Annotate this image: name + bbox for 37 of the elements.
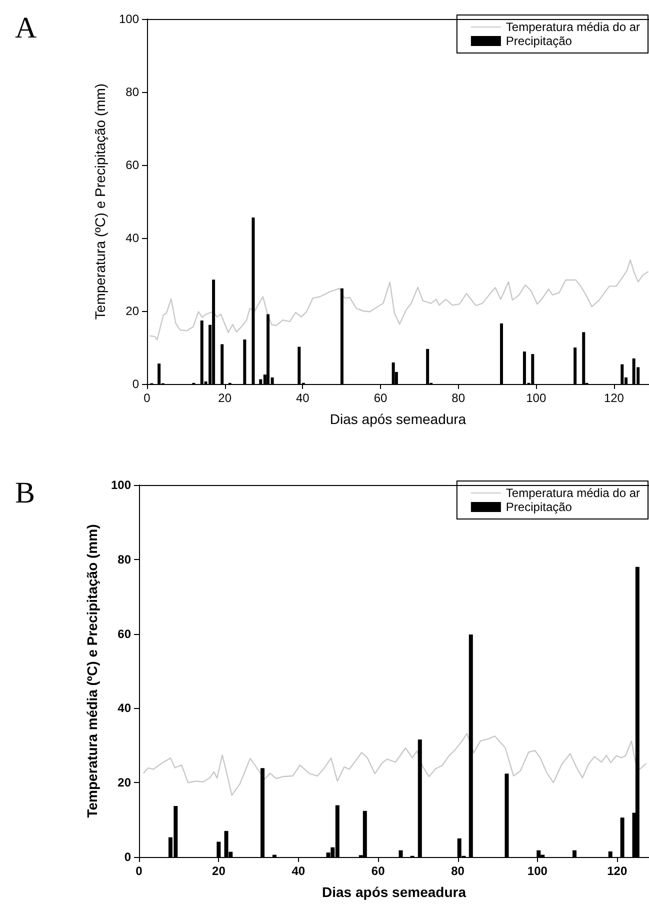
y-tick-label: 100 (110, 478, 132, 492)
x-tick-label: 80 (451, 864, 465, 878)
y-axis-title: Temperatura (ºC) e Precipitação (mm) (92, 83, 108, 320)
x-axis-title: Dias após semeadura (322, 884, 466, 900)
y-tick-label: 20 (126, 304, 140, 318)
y-tick-label: 20 (118, 776, 132, 790)
x-tick-label: 0 (144, 391, 151, 405)
y-tick-label: 0 (124, 850, 132, 864)
y-tick-label: 40 (126, 231, 140, 245)
legend-label: Precipitação (506, 500, 572, 514)
y-tick-label: 60 (126, 158, 140, 172)
legend-label: Precipitação (506, 34, 572, 48)
x-tick-label: 100 (527, 864, 548, 878)
x-tick-label: 80 (452, 391, 466, 405)
x-tick-label: 120 (604, 391, 624, 405)
y-tick-label: 0 (132, 377, 140, 391)
y-tick-label: 80 (118, 552, 132, 566)
y-tick-label: 60 (118, 626, 132, 641)
legend-label: Temperatura média do ar (506, 20, 640, 34)
line-series (149, 259, 649, 340)
x-tick-label: 100 (526, 391, 546, 405)
x-tick-label: 40 (296, 391, 310, 405)
x-tick-label: 20 (218, 391, 232, 405)
y-axis-title: Temperatura média (ºC) e Precipitação (mm) (84, 524, 100, 818)
x-tick-label: 60 (374, 391, 388, 405)
y-tick-label: 80 (126, 85, 140, 99)
y-tick-label: 40 (118, 701, 132, 716)
chart-title: B (15, 476, 36, 510)
line-series (142, 732, 647, 796)
x-tick-label: 120 (607, 864, 628, 878)
x-tick-label: 20 (212, 864, 226, 878)
legend-label: Temperatura média do ar (506, 486, 640, 500)
x-tick-label: 60 (371, 864, 386, 878)
x-axis-title: Dias após semeadura (330, 411, 466, 427)
x-tick-label: 40 (292, 864, 306, 878)
y-tick-label: 100 (118, 12, 140, 26)
chart-title: A (15, 12, 37, 44)
